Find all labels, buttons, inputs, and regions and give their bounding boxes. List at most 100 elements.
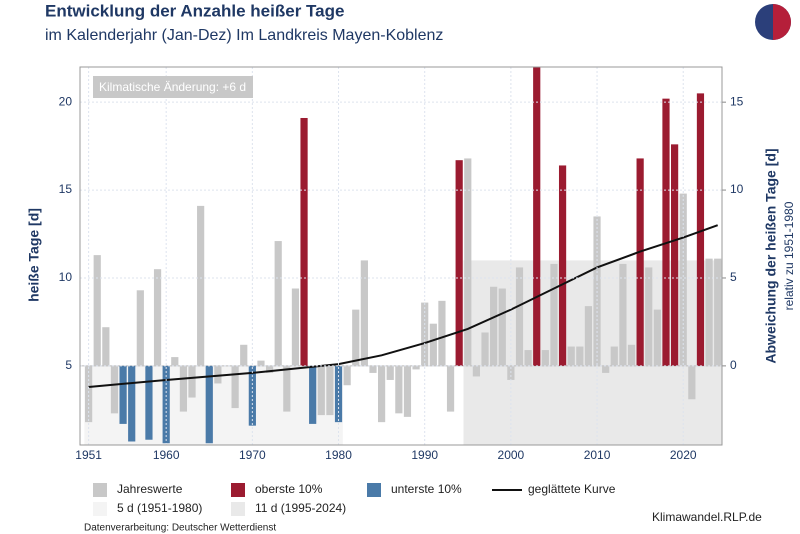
bar — [214, 365, 222, 384]
bar — [145, 365, 153, 440]
bar — [481, 332, 489, 366]
x-tick-label: 2020 — [670, 448, 697, 462]
plot-border — [79, 66, 723, 446]
legend-label: oberste 10% — [255, 482, 323, 496]
legend-swatch — [93, 483, 107, 497]
bar — [446, 365, 455, 412]
y-tick-label: 15 — [59, 182, 73, 196]
bar — [705, 258, 713, 366]
legend-swatch — [93, 502, 107, 516]
bar — [429, 323, 437, 366]
bar — [627, 344, 636, 366]
y2-tick-label: 0 — [730, 358, 737, 372]
bar — [205, 365, 213, 444]
bar — [153, 269, 162, 366]
bar — [602, 365, 610, 373]
bar — [265, 365, 274, 373]
x-tick-label: 1970 — [239, 448, 266, 462]
annotation: Kilmatische Änderung: +6 d — [99, 80, 246, 94]
bar — [464, 158, 472, 366]
y2-tick-label: 15 — [730, 94, 744, 108]
bar — [352, 309, 360, 366]
bar — [386, 365, 394, 380]
bar — [653, 309, 661, 366]
y2-axis-sublabel: relativ zu 1951-1980 — [782, 201, 796, 310]
bar — [317, 365, 325, 416]
bar — [636, 158, 644, 366]
legend-label: Jahreswerte — [117, 482, 183, 496]
y2-axis-label: Abweichung der heißen Tage [d] — [763, 148, 779, 363]
bar — [472, 365, 481, 377]
x-tick-label: 1951 — [75, 448, 102, 462]
bar — [533, 67, 541, 366]
bar — [714, 258, 722, 366]
bar — [490, 286, 498, 366]
legend-label: geglättete Kurve — [528, 482, 616, 496]
legend-label: 11 d (1995-2024) — [255, 501, 346, 515]
bar — [231, 365, 239, 409]
logo-half — [773, 4, 791, 40]
bar — [274, 241, 282, 366]
plot-area — [80, 67, 722, 445]
bar — [110, 365, 119, 414]
legend-swatch — [231, 502, 245, 516]
y2-tick-label: 5 — [730, 270, 737, 284]
bar — [662, 98, 670, 366]
bar — [576, 346, 584, 366]
bar — [567, 346, 575, 366]
bar — [378, 365, 386, 423]
bar — [85, 365, 93, 423]
bar — [93, 255, 101, 366]
bar — [455, 160, 463, 366]
x-tick-label: 1960 — [153, 448, 180, 462]
bar — [326, 365, 334, 416]
legend-swatch — [367, 483, 381, 497]
bar — [515, 267, 524, 366]
bar — [524, 350, 532, 366]
bar — [584, 306, 593, 366]
bar — [550, 263, 558, 366]
bar — [136, 290, 144, 366]
legend-swatch — [231, 483, 245, 497]
y-tick-label: 20 — [59, 94, 73, 108]
bar — [334, 365, 343, 423]
x-tick-label: 2010 — [584, 448, 611, 462]
bar — [645, 267, 653, 366]
bar — [421, 302, 429, 366]
bar — [197, 205, 205, 366]
bar — [102, 327, 110, 366]
bar — [179, 365, 188, 412]
bar — [283, 365, 291, 412]
chart-subtitle: im Kalenderjahr (Jan-Dez) Im Landkreis M… — [45, 27, 443, 44]
bar — [369, 365, 377, 373]
bar — [403, 365, 412, 417]
bar — [343, 365, 351, 386]
period-band — [463, 260, 722, 445]
source: Datenverarbeitung: Deutscher Wetterdiens… — [84, 523, 276, 534]
bar — [291, 288, 300, 366]
y-tick-label: 10 — [59, 270, 73, 284]
bar — [558, 165, 567, 366]
bar — [619, 263, 627, 366]
y2-tick-label: 10 — [730, 182, 744, 196]
bar — [309, 365, 317, 424]
annotation-box — [93, 76, 253, 98]
bar — [671, 144, 679, 366]
y-axis-label: heiße Tage [d] — [26, 208, 42, 302]
bar — [240, 344, 248, 366]
bar — [395, 365, 403, 414]
bar — [498, 288, 506, 366]
x-tick-label: 1990 — [411, 448, 438, 462]
legend-label: unterste 10% — [391, 482, 462, 496]
y-tick-label: 5 — [65, 358, 72, 372]
bar — [257, 360, 265, 366]
x-tick-label: 2000 — [498, 448, 525, 462]
bar — [696, 93, 705, 366]
x-tick-label: 1980 — [325, 448, 352, 462]
legend-label: 5 d (1951-1980) — [117, 501, 202, 515]
site: Klimawandel.RLP.de — [652, 510, 762, 524]
bar — [171, 357, 179, 366]
bar — [360, 260, 368, 366]
bar — [541, 350, 549, 366]
